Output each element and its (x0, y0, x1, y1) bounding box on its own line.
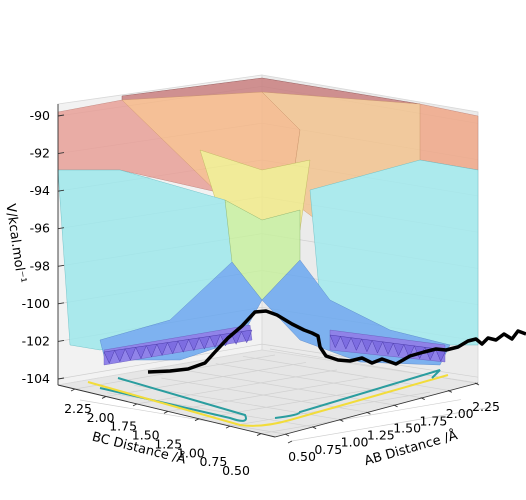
fringe-tooth-left (114, 348, 126, 363)
x-tick-mark (311, 426, 317, 430)
x-grid-line (161, 377, 367, 413)
x-grid-line (79, 399, 286, 435)
fringe-tooth-right (350, 337, 363, 352)
x-tick-mark (393, 404, 398, 408)
x-tick-label: 2.00 (446, 406, 474, 421)
x-tick-label: 0.50 (288, 449, 316, 464)
fringe-tooth-right (329, 334, 341, 349)
y-tick-label: 1.25 (154, 436, 182, 451)
trajectory-line (147, 309, 526, 374)
y-tick-label: 1.75 (109, 419, 137, 434)
x-axis-ticks: 0.500.751.001.251.501.752.002.25 (284, 382, 500, 464)
x-tick-mark (366, 411, 371, 415)
z-tick-mark (57, 264, 65, 267)
fringe-tooth-right (382, 341, 394, 356)
z-tick-mark (57, 189, 65, 192)
x-tick-mark (447, 389, 453, 393)
x-tick-label: 1.00 (341, 435, 369, 450)
fringe-tooth-left (198, 335, 211, 350)
fringe-tooth-left (103, 350, 115, 364)
fringe-tooth-right (340, 336, 352, 350)
z-tick-label: -90 (30, 108, 50, 123)
z-axis-label: V/kcal.mol⁻¹ (2, 203, 28, 284)
y-tick-mark (163, 410, 169, 414)
z-tick-label: -94 (30, 183, 50, 198)
fringe-tooth-left (145, 343, 158, 358)
y-tick-mark (287, 440, 293, 444)
y-axis-ticks: 2.252.001.751.501.251.000.750.50 (64, 388, 293, 478)
z-axis-ticks: -90 -92 -94 -96 -98 -100 -102 -104 (22, 108, 65, 386)
z-tick-label: -98 (30, 258, 50, 273)
fringe-tooth-left (167, 340, 179, 355)
z-grid-line (57, 343, 479, 380)
fringe-tooth-left (124, 346, 137, 361)
y-tick-mark (101, 396, 107, 399)
x-grid-line (188, 370, 394, 406)
x-tick-mark (339, 419, 344, 422)
y-grid-line (291, 406, 493, 442)
z-tick-label: -100 (22, 296, 50, 311)
y-tick-label: 0.75 (200, 454, 228, 469)
potential-surface (57, 77, 479, 366)
fringe-tooth-left (156, 342, 168, 356)
y-grid-line (260, 399, 462, 434)
contour-line-yellow (87, 374, 449, 427)
fringe-tooth-left (188, 337, 200, 352)
z-tick-label: -102 (22, 333, 50, 348)
fringe-tooth-left (177, 339, 189, 353)
fringe-tooth-right (403, 344, 415, 358)
x-tick-mark (420, 397, 425, 400)
axes-lines (57, 104, 479, 438)
y-grid-line (136, 369, 338, 405)
y-tick-label: 1.00 (177, 445, 205, 460)
y-tick-mark (132, 403, 138, 407)
y-grid-line (198, 384, 400, 420)
y-tick-mark (70, 388, 76, 392)
z-tick-mark (57, 339, 65, 342)
contour-line-teal (99, 377, 247, 422)
y-tick-label: 2.25 (64, 401, 92, 416)
x-tick-label: 1.25 (367, 428, 395, 443)
z-tick-label: -104 (22, 371, 50, 386)
x-tick-label: 1.75 (420, 413, 448, 428)
z-tick-mark (57, 152, 65, 155)
fringe-tooth-left (209, 334, 221, 349)
y-tick-label: 1.50 (132, 428, 160, 443)
z-tick-mark (57, 227, 65, 230)
y-tick-label: 2.00 (87, 410, 115, 425)
x-tick-mark (284, 433, 290, 437)
z-tick-mark (57, 377, 65, 380)
x-tick-label: 0.75 (314, 442, 342, 457)
y-tick-mark (256, 433, 262, 436)
fringe-tooth-right (361, 338, 373, 353)
fringe-tooth-left (241, 329, 253, 344)
z-tick-mark (57, 302, 65, 305)
y-tick-mark (194, 418, 200, 422)
z-tick-label: -92 (30, 146, 50, 161)
x-tick-label: 2.25 (472, 399, 500, 414)
fringe-tooth-right (371, 340, 384, 354)
contour-line-teal-right (274, 369, 441, 419)
fringe-tooth-right (392, 342, 405, 357)
y-tick-mark (225, 425, 231, 429)
y-tick-label: 0.50 (222, 463, 250, 478)
z-tick-label: -96 (30, 221, 50, 236)
z-tick-mark (57, 114, 65, 117)
y-grid-line (105, 362, 307, 397)
x-grid-line (134, 385, 340, 420)
fringe-tooth-left (135, 345, 147, 360)
x-tick-mark (474, 382, 480, 386)
x-tick-label: 1.50 (393, 420, 421, 435)
floor-contours (87, 369, 449, 427)
